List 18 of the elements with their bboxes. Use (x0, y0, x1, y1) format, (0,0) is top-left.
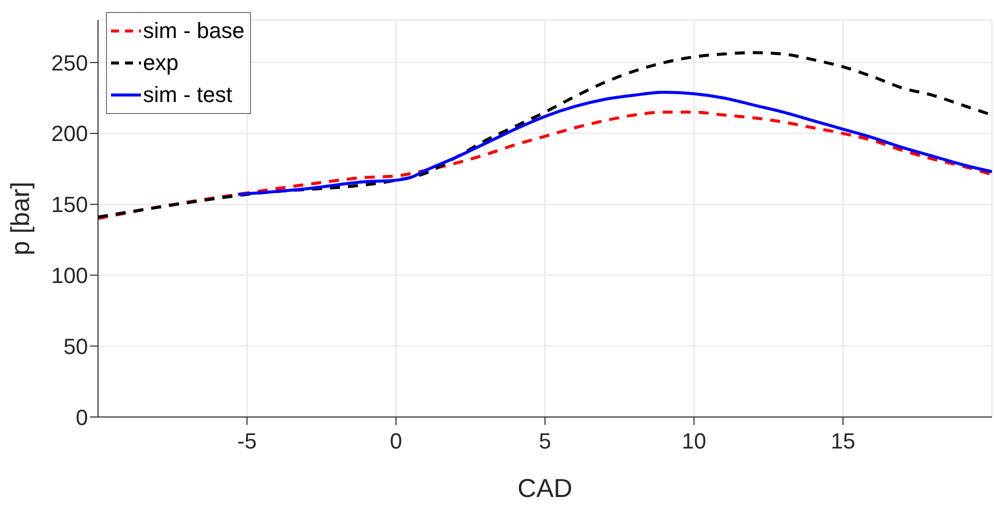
line-series (98, 110, 992, 220)
x-tick-label: 0 (390, 428, 402, 454)
x-tick-label: -5 (237, 428, 257, 454)
x-axis-title: CAD (518, 473, 572, 503)
y-tick-label: 150 (51, 192, 88, 218)
x-tick-label: 15 (830, 428, 856, 454)
x-tick-label: 5 (538, 428, 552, 454)
legend-label: sim - test (143, 82, 232, 108)
legend-label: exp (143, 50, 178, 76)
legend-label: sim - base (143, 18, 244, 44)
y-tick-label: 250 (51, 50, 88, 76)
y-tick-label: 50 (64, 334, 88, 359)
y-tick-label: 0 (76, 404, 88, 430)
line-series (236, 90, 992, 196)
x-tick-label: 10 (682, 428, 706, 454)
y-axis-title: p [bar] (5, 182, 36, 256)
y-tick-label: 200 (51, 121, 88, 146)
y-tick-label: 100 (51, 263, 88, 288)
